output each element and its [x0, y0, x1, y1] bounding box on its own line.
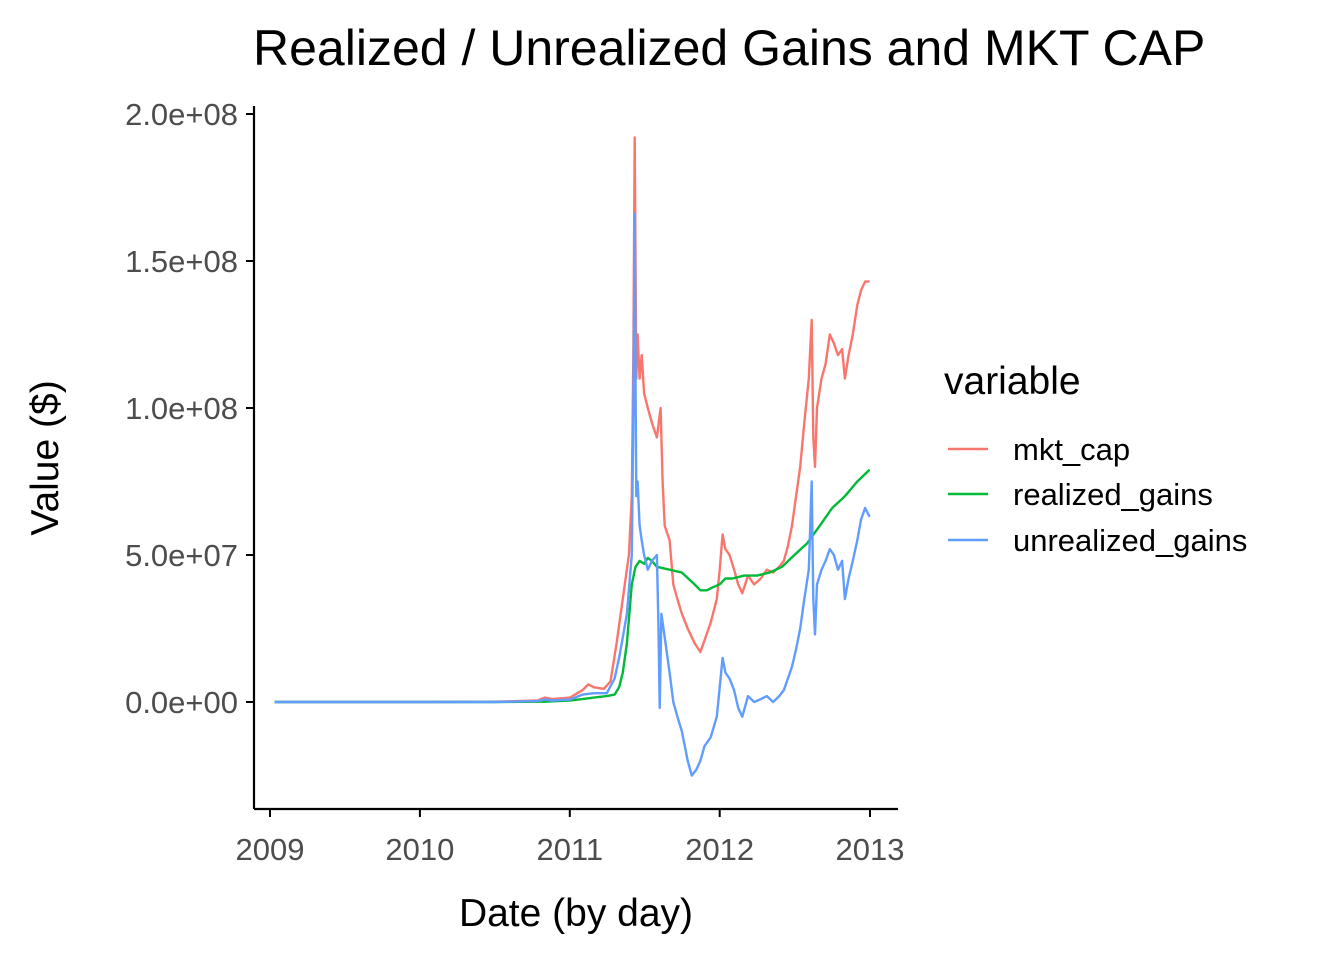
x-tick-label: 2012: [685, 832, 754, 867]
y-tick-label: 5.0e+07: [125, 538, 238, 573]
x-tick-label: 2009: [236, 832, 305, 867]
x-tick-label: 2010: [385, 832, 454, 867]
x-tick-label: 2011: [536, 832, 603, 867]
legend-label-realized-gains: realized_gains: [1013, 477, 1213, 512]
x-axis-title: Date (by day): [459, 892, 693, 935]
legend-item-unrealized-gains: unrealized_gains: [948, 523, 1247, 558]
legend-title: variable: [944, 360, 1081, 403]
y-tick-label: 1.5e+08: [125, 244, 238, 279]
y-axis-title: Value ($): [24, 380, 67, 535]
y-tick-label: 1.0e+08: [125, 391, 238, 426]
series-line-unrealized-gains: [274, 212, 871, 777]
x-axis-ticks: 2009 2010 2011 2012 2013: [236, 809, 905, 867]
legend-item-mkt-cap: mkt_cap: [948, 432, 1130, 467]
legend-label-unrealized-gains: unrealized_gains: [1013, 523, 1247, 558]
y-tick-label: 2.0e+08: [125, 97, 238, 132]
legend-item-realized-gains: realized_gains: [948, 477, 1213, 512]
plot-area: [274, 136, 871, 777]
legend-label-mkt-cap: mkt_cap: [1013, 432, 1130, 467]
y-axis-ticks: 0.0e+00 5.0e+07 1.0e+08 1.5e+08 2.0e+08: [125, 97, 254, 720]
series-line-mkt-cap: [274, 136, 870, 704]
legend: variable mkt_cap realized_gains unrealiz…: [944, 360, 1247, 558]
chart-title: Realized / Unrealized Gains and MKT CAP: [253, 20, 1205, 76]
x-tick-label: 2013: [836, 832, 905, 867]
series-line-realized-gains: [274, 468, 871, 704]
y-tick-label: 0.0e+00: [125, 685, 238, 720]
